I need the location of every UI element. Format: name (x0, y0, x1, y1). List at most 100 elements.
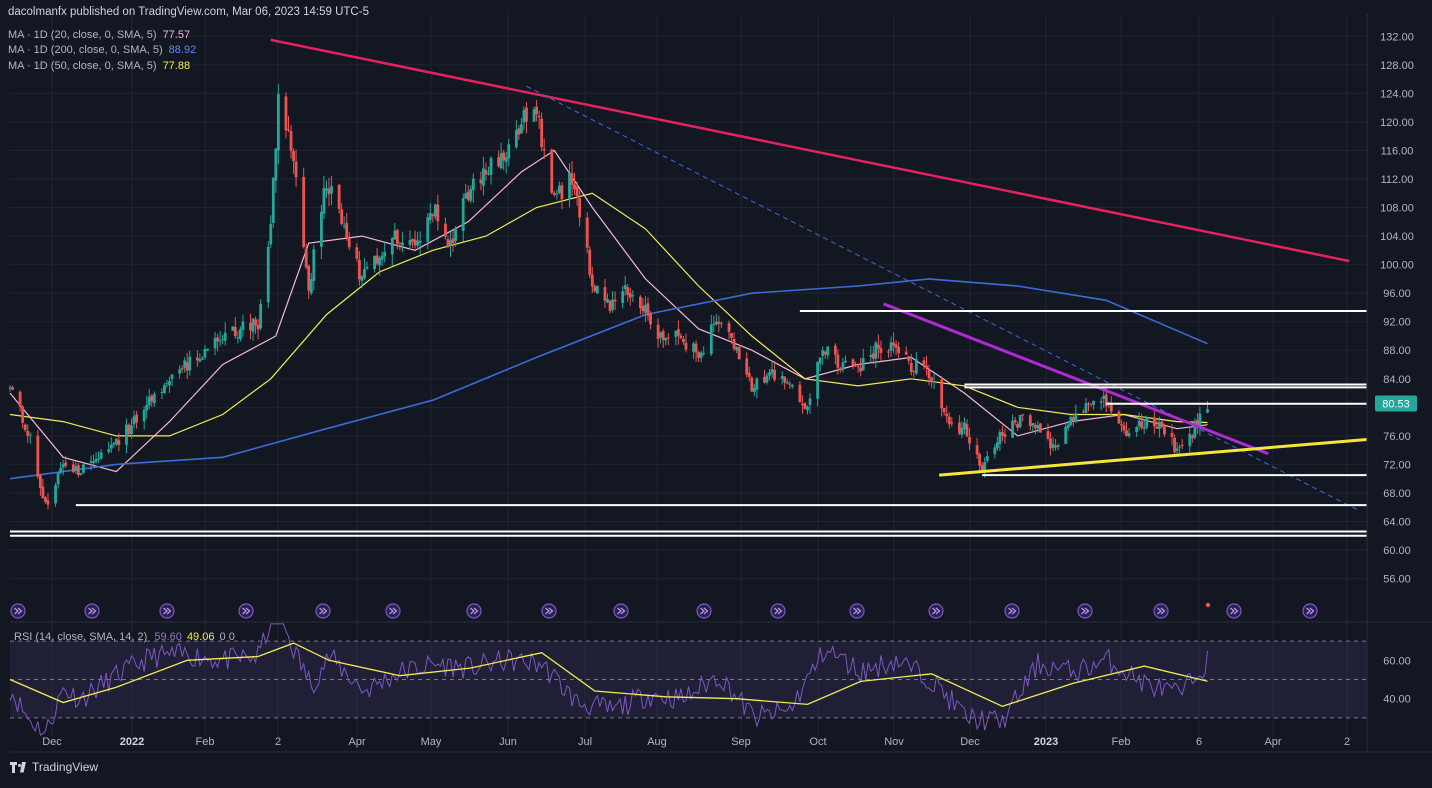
rsi-legend-value: 59.60 (154, 631, 182, 643)
candle-body (1145, 417, 1149, 428)
candle-body (763, 376, 766, 383)
candle-body (869, 355, 873, 358)
x-tick-label: Feb (1112, 736, 1131, 748)
candle-body (914, 359, 918, 374)
tradingview-brand: TradingView (32, 760, 99, 774)
x-tick-label: Apr (348, 736, 365, 748)
candle-body (411, 239, 414, 242)
candle-body (927, 369, 931, 379)
candle-body (788, 383, 792, 385)
candle-body (765, 375, 769, 383)
candle-body (641, 305, 645, 312)
candle-body (712, 323, 716, 325)
candle-body (684, 342, 688, 350)
candle-body (112, 443, 116, 445)
candle-body (638, 296, 642, 309)
x-tick-label: 2023 (1034, 736, 1058, 748)
candle-body (568, 172, 571, 200)
event-marker-chevron (319, 607, 328, 615)
candle-body (514, 130, 518, 148)
candle-body (114, 438, 118, 445)
x-tick-label: Dec (42, 736, 62, 748)
candle-body (1011, 420, 1014, 438)
y-tick-label: 72.00 (1383, 459, 1411, 471)
candle-body (557, 185, 561, 193)
candle-body (132, 416, 136, 425)
drawn-lines (10, 38, 1368, 537)
candle-body (1084, 403, 1088, 414)
tradingview-footer[interactable]: TradingView (10, 760, 98, 774)
x-tick-label: Dec (960, 736, 980, 748)
dashed-trend-line (526, 85, 1360, 512)
legend-ma200[interactable]: MA · 1D (200, close, 0, SMA, 5) 88.92 (8, 44, 196, 56)
candle-body (1066, 424, 1070, 428)
candle-body (312, 249, 316, 281)
candle-body (904, 351, 908, 355)
candle-body (36, 435, 40, 477)
y-tick-label: 68.00 (1383, 488, 1411, 500)
candle-body (21, 406, 25, 423)
event-markers[interactable] (10, 602, 1318, 619)
candle-body (1125, 430, 1128, 436)
candle-body (497, 157, 501, 167)
event-marker-chevron (545, 607, 554, 615)
candle-body (897, 346, 901, 353)
candle-body (428, 213, 432, 220)
candle-body (1003, 434, 1007, 437)
event-alert-dot (1205, 602, 1211, 608)
candle-body (464, 193, 468, 199)
candle-body (993, 447, 997, 455)
candle-body (1089, 403, 1093, 405)
candle-body (1056, 445, 1060, 447)
candle-body (535, 106, 538, 115)
candle-body (1152, 417, 1156, 427)
publisher-note: dacolmanfx published on TradingView.com,… (8, 6, 369, 18)
candle-body (1198, 413, 1202, 428)
rsi-legend[interactable]: RSI (14, close, SMA, 14, 2) 59.60 49.06 … (14, 631, 235, 643)
y-tick-label: 60.00 (1383, 545, 1411, 557)
candle-body (664, 337, 668, 341)
candle-body (889, 342, 893, 351)
candle-body (950, 422, 954, 424)
channel-top-line (882, 302, 1269, 456)
candle-body (61, 464, 65, 468)
legend-ma20[interactable]: MA · 1D (20, close, 0, SMA, 5) 77.57 (8, 29, 190, 41)
candle-body (201, 358, 204, 360)
event-marker-chevron (617, 607, 626, 615)
candle-body (18, 391, 22, 407)
candle-body (575, 186, 579, 196)
candle-body (1031, 423, 1035, 426)
candle-body (1049, 438, 1052, 449)
candle-body (808, 398, 812, 405)
candle-body (322, 188, 326, 214)
legend-ma50-value: 77.88 (162, 60, 191, 72)
candle-body (773, 369, 776, 380)
rsi-legend-extra: 0 0 (219, 631, 235, 643)
candle-body (218, 340, 222, 342)
candle-body (373, 255, 376, 269)
candle-body (975, 445, 979, 455)
candle-body (957, 422, 961, 434)
candle-body (960, 427, 964, 435)
y-tick-label: 84.00 (1383, 374, 1411, 386)
candle-body (922, 360, 926, 365)
candle-body (646, 303, 650, 316)
event-marker-chevron (853, 607, 862, 615)
candle-body (1206, 409, 1209, 413)
candle-body (998, 431, 1002, 444)
candle-body (768, 372, 771, 376)
candle-body (289, 130, 293, 151)
legend-ma50[interactable]: MA · 1D (50, close, 0, SMA, 5) 77.88 (8, 60, 190, 72)
candle-body (327, 188, 331, 195)
candle-body (307, 265, 311, 291)
event-marker-chevron (242, 607, 251, 615)
candle-body (1195, 419, 1199, 428)
candle-body (94, 459, 98, 462)
candle-body (401, 242, 404, 246)
candle-body (709, 324, 713, 355)
moving-averages (9, 149, 1208, 480)
y-tick-label: 88.00 (1383, 345, 1411, 357)
candle-body (887, 351, 890, 353)
candle-body (11, 387, 14, 390)
